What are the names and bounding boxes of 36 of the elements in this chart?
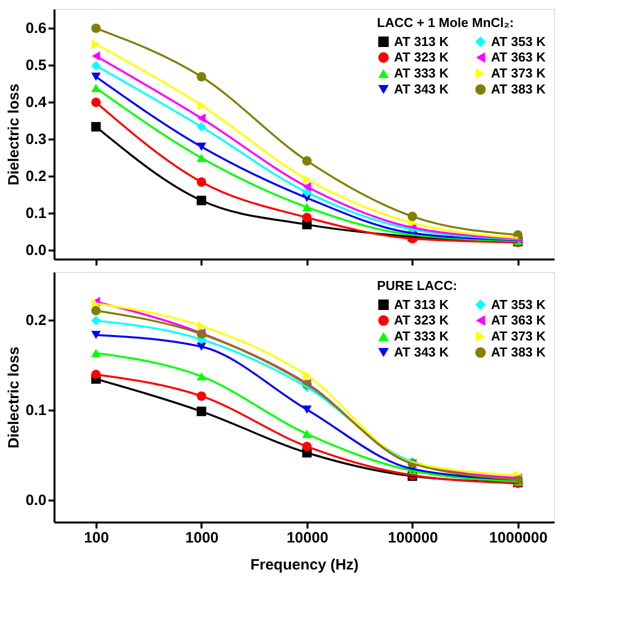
y-tick-label: 0.6 [26, 20, 46, 38]
legend-label: AT 363 K [491, 50, 546, 64]
x-tick-label: 100000 [388, 530, 438, 546]
y-tick-label: 0.0 [26, 492, 46, 510]
legend-label: AT 343 K [394, 344, 450, 360]
legend-label: AT 383 K [491, 344, 546, 360]
legend-title: LACC + 1 Mole MnCl₂: [377, 15, 514, 30]
legend-label: AT 353 K [491, 34, 546, 49]
x-tick-label: 1000 [185, 530, 219, 546]
x-tick-label: 1000000 [489, 530, 548, 546]
legend-label: AT 323 K [394, 50, 450, 64]
legend-label: AT 313 K [394, 296, 450, 312]
y-tick-label: 0.3 [26, 131, 46, 148]
legend-label: AT 343 K [394, 82, 450, 96]
legend-title: PURE LACC: [377, 278, 458, 293]
y-tick-label: 0.2 [26, 312, 46, 330]
legend-label: AT 383 K [491, 82, 546, 96]
y-tick-label: 0.5 [26, 57, 46, 74]
y-tick-label: 0.4 [26, 94, 48, 112]
legend-label: AT 373 K [491, 328, 546, 344]
legend-label: AT 333 K [394, 66, 450, 80]
y-axis-title: Dielectric loss [6, 84, 23, 186]
y-tick-label: 0.0 [26, 242, 46, 260]
x-axis-title: Frequency (Hz) [250, 556, 359, 574]
legend-label: AT 373 K [491, 66, 546, 80]
legend-label: AT 353 K [491, 296, 546, 312]
y-axis-title: Dielectric loss [6, 346, 23, 448]
x-tick-label: 10000 [286, 530, 328, 546]
y-tick-label: 0.1 [26, 205, 46, 222]
x-tick-label: 100 [84, 530, 109, 546]
legend-label: AT 333 K [394, 328, 450, 344]
legend-label: AT 363 K [491, 312, 546, 328]
y-tick-label: 0.1 [26, 402, 46, 420]
y-tick-label: 0.2 [26, 168, 46, 186]
legend-label: AT 323 K [394, 312, 450, 328]
legend-label: AT 313 K [394, 34, 450, 49]
